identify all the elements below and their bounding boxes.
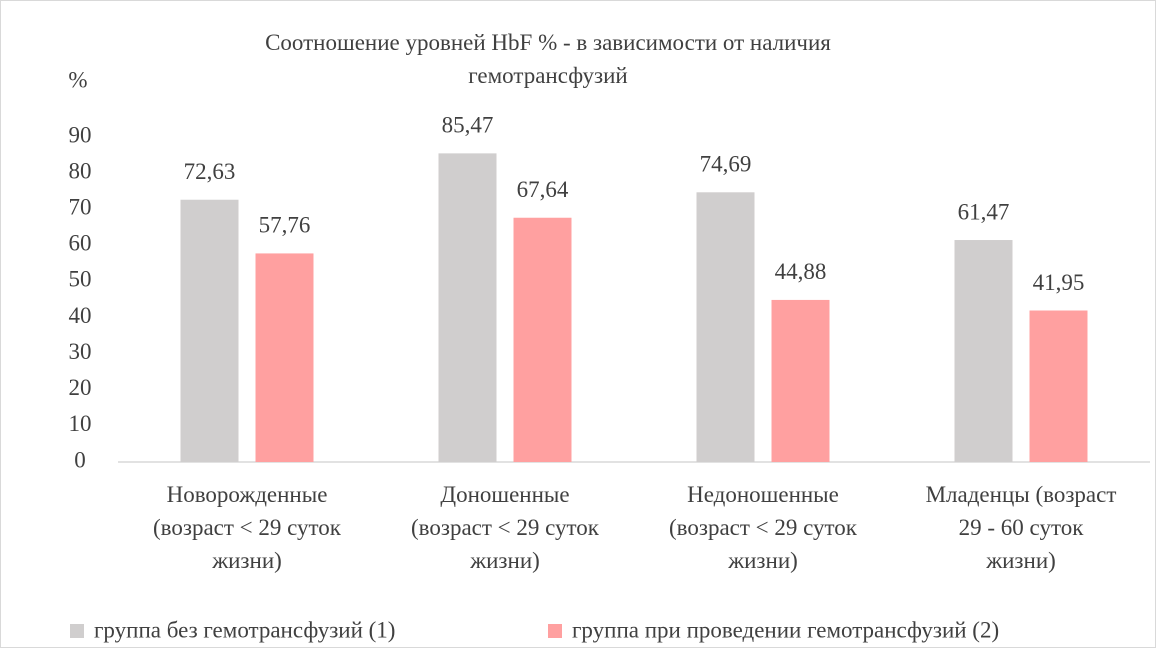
bar [1029, 310, 1088, 462]
y-tick-label: 60 [69, 231, 92, 256]
legend-swatch [548, 624, 562, 638]
x-tick-label: Недоношенные (возраст < 29 суток жизни) [669, 482, 858, 573]
y-tick-label: 0 [74, 447, 86, 472]
data-label: 44,88 [775, 259, 827, 284]
bar [954, 240, 1013, 462]
x-tick-label: Новорожденные (возраст < 29 суток жизни) [153, 482, 342, 573]
y-tick-label: 90 [69, 122, 92, 147]
bar [180, 199, 239, 462]
bar [255, 253, 314, 462]
bar [771, 299, 830, 462]
y-tick-label: 10 [69, 411, 92, 436]
legend-swatch [70, 624, 84, 638]
x-tick-label: Младенцы (возраст 29 - 60 суток жизни) [926, 482, 1117, 573]
data-label: 72,63 [184, 159, 236, 184]
y-tick-label: 80 [69, 158, 92, 183]
data-label: 74,69 [700, 152, 752, 177]
bar [438, 153, 497, 462]
legend-label: группа при проведении гемотрансфузий (2) [572, 617, 999, 642]
chart-title: Соотношение уровней HbF % - в зависимост… [265, 30, 831, 88]
y-tick-label: 20 [69, 375, 92, 400]
y-tick-label: 70 [69, 195, 92, 220]
y-tick-label: 30 [69, 339, 92, 364]
data-label: 85,47 [442, 113, 494, 138]
bar [513, 217, 572, 462]
y-axis-label: % [68, 67, 87, 92]
data-label: 61,47 [958, 199, 1010, 224]
x-tick-label: Доношенные (возраст < 29 суток жизни) [411, 482, 600, 573]
y-tick-label: 40 [69, 303, 92, 328]
legend-label: группа без гемотрансфузий (1) [94, 617, 395, 642]
y-tick-label: 50 [69, 267, 92, 292]
data-label: 67,64 [517, 177, 569, 202]
data-label: 57,76 [259, 213, 311, 238]
data-label: 41,95 [1033, 270, 1085, 295]
bar [696, 192, 755, 462]
